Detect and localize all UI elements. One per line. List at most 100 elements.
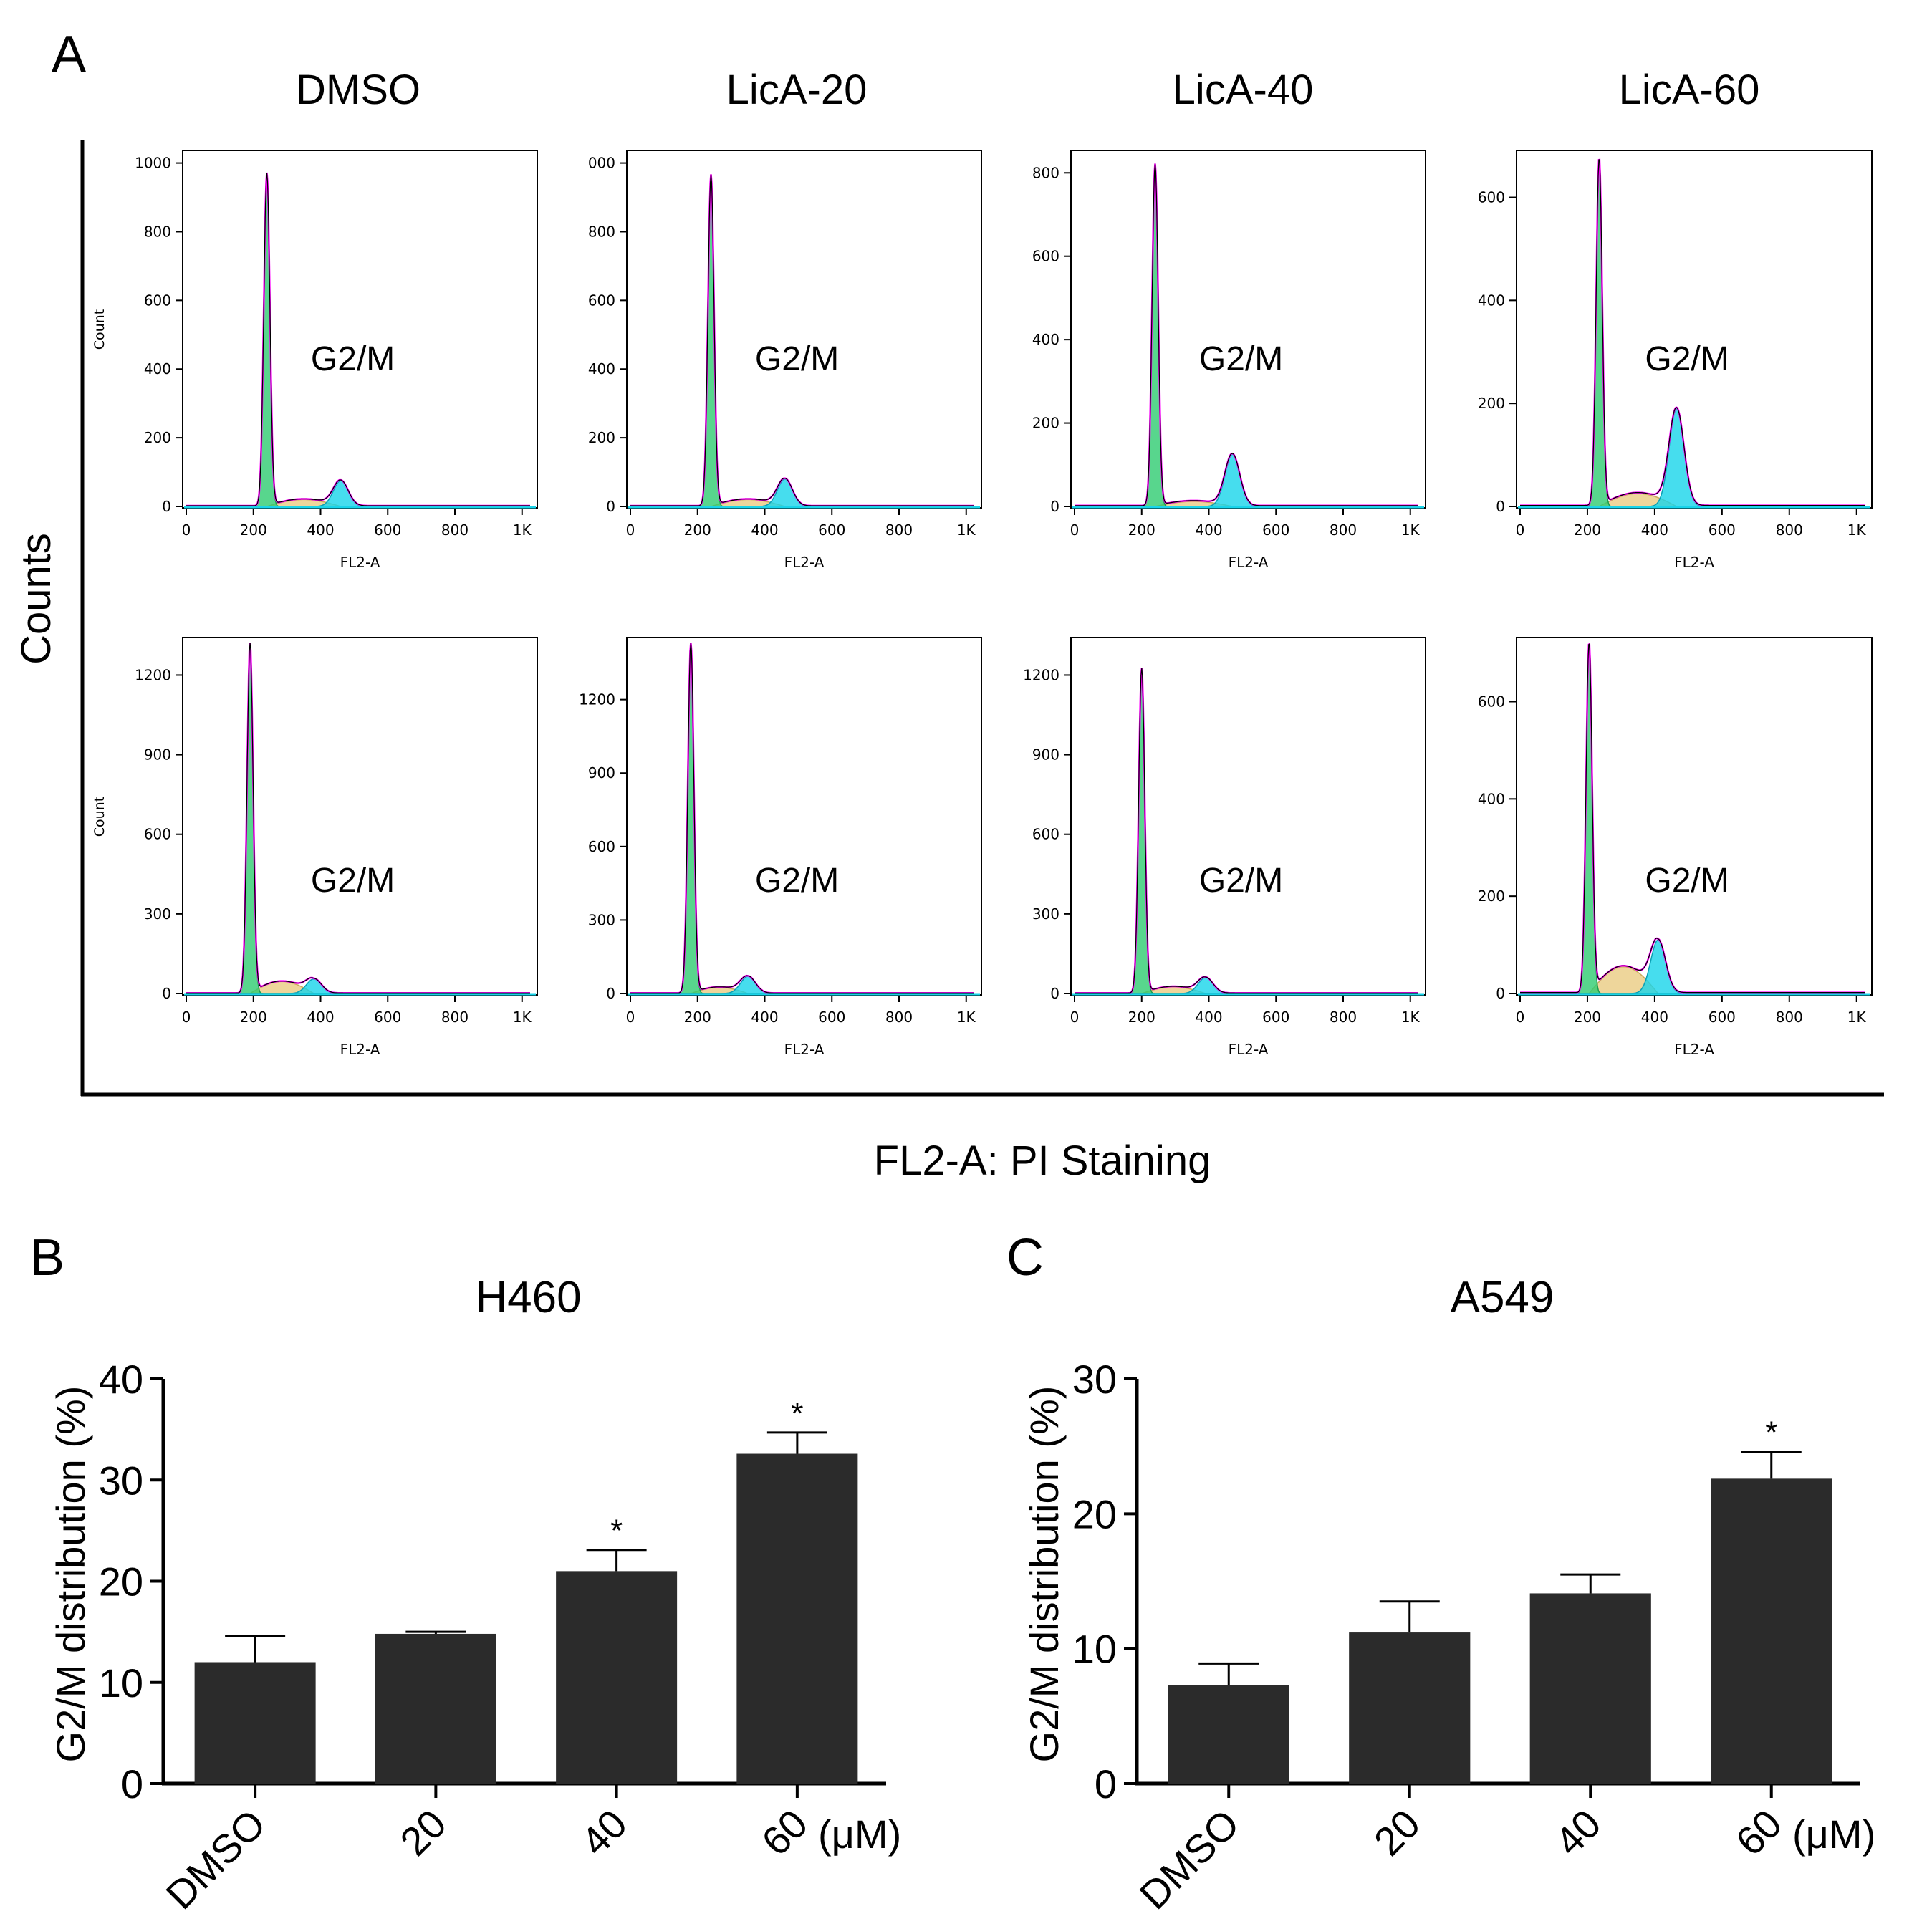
x-tick-label: 0	[626, 521, 635, 539]
x-tick-label: 1K	[957, 521, 976, 539]
bar-20	[1349, 1632, 1471, 1784]
x-tick-label: 400	[307, 521, 334, 539]
x-tick-label: 800	[1330, 521, 1357, 539]
panel-b-label: B	[30, 1229, 64, 1286]
histogram-x-label: FL2-A	[1674, 1041, 1714, 1058]
g2m-label: G2/M	[1199, 340, 1283, 378]
y-tick-label: 200	[1032, 415, 1059, 432]
x-tick-label: 200	[1574, 521, 1601, 539]
x-tick-label: 800	[1330, 1009, 1357, 1026]
y-tick-label: 0	[1496, 498, 1505, 515]
histogram-LicA20-bottom: 0 300 600 900 1200 0 200 400 600 800 1K FL2-A G2/M	[579, 637, 982, 1058]
g2m-label: G2/M	[755, 862, 839, 900]
y-tick-label: 600	[1032, 826, 1059, 843]
x-tick-label: 400	[307, 1009, 334, 1026]
panel-a-label: A	[52, 26, 86, 83]
x-tick-label: 600	[1262, 521, 1289, 539]
g2m-label: G2/M	[1645, 340, 1729, 378]
histogram-DMSO-top: 0 200 400 600 800 1000 0 200 400 600 800 1K FL2-A Cou…	[92, 150, 538, 571]
bar-20	[375, 1633, 496, 1784]
histogram-y-label: Count	[92, 309, 107, 350]
data-line	[1075, 668, 1418, 994]
y-tick-label: 0	[121, 1761, 143, 1807]
column-title-dmso: DMSO	[296, 67, 420, 113]
y-tick-label: 000	[588, 155, 615, 172]
y-tick-label: 10	[99, 1660, 143, 1706]
histogram-y-label: Count	[92, 797, 107, 837]
bar-40	[556, 1571, 678, 1784]
y-tick-label: 300	[588, 911, 615, 928]
y-tick-label: 600	[144, 292, 171, 309]
x-tick-label: 800	[441, 521, 468, 539]
x-tick-label: 1K	[1847, 1009, 1867, 1026]
y-tick-label: 900	[1032, 746, 1059, 764]
x-tick-label: 0	[1070, 521, 1080, 539]
histogram-DMSO-bottom: 0 300 600 900 1200 0 200 400 600 800 1K FL2-A Count G…	[92, 637, 538, 1058]
data-line	[186, 643, 530, 994]
y-tick-label: 0	[606, 985, 615, 1002]
data-line	[1075, 163, 1418, 506]
y-tick-label: 400	[588, 360, 615, 377]
y-tick-label: 30	[99, 1458, 143, 1503]
y-tick-label: 600	[1478, 189, 1505, 206]
y-tick-label: 1200	[579, 691, 615, 708]
x-tick-label: 400	[1641, 1009, 1668, 1026]
y-tick-label: 0	[162, 985, 171, 1002]
x-tick-label: 0	[1070, 1009, 1080, 1026]
y-tick-label: 900	[588, 764, 615, 781]
column-title-lica20: LicA-20	[726, 67, 868, 113]
y-tick-label: 20	[1072, 1491, 1117, 1536]
y-tick-label: 1200	[135, 666, 171, 683]
y-tick-label: 800	[1032, 164, 1059, 181]
y-tick-label: 600	[588, 838, 615, 855]
g2m-label: G2/M	[1199, 862, 1283, 900]
x-tick-label: 0	[182, 521, 191, 539]
data-line	[630, 174, 974, 506]
y-tick-label: 400	[144, 360, 171, 377]
y-tick-label: 600	[144, 826, 171, 843]
unit-label: (μM)	[818, 1812, 901, 1857]
y-tick-label: 0	[162, 498, 171, 515]
histogram-x-label: FL2-A	[1229, 1041, 1269, 1058]
x-tick-label: 600	[374, 521, 401, 539]
y-tick-label: 200	[144, 429, 171, 446]
bar-DMSO	[1168, 1685, 1289, 1784]
x-tick-label: 1K	[1401, 1009, 1421, 1026]
x-tick-label: 1K	[513, 1009, 532, 1026]
panel-a-y-label: Counts	[13, 533, 59, 665]
x-tick-label: 600	[374, 1009, 401, 1026]
significance-mark-40: *	[610, 1514, 623, 1549]
y-tick-label: 0	[1050, 985, 1059, 1002]
y-tick-label: 10	[1072, 1627, 1117, 1672]
histogram-x-label: FL2-A	[784, 1041, 825, 1058]
unit-label: (μM)	[1792, 1812, 1875, 1857]
x-tick-label: 1K	[1401, 521, 1421, 539]
y-tick-label: 400	[1478, 790, 1505, 807]
x-tick-label: 0	[626, 1009, 635, 1026]
x-tick-label: 200	[684, 521, 711, 539]
histogram-x-label: FL2-A	[1674, 554, 1714, 571]
y-tick-label: 300	[1032, 905, 1059, 923]
y-tick-label: 200	[1478, 395, 1505, 412]
y-tick-label: 200	[588, 429, 615, 446]
x-tick-label: 400	[1641, 521, 1668, 539]
significance-mark-60: *	[1765, 1415, 1777, 1451]
histogram-LicA60-top: 0 200 400 600 0 200 400 600 800 1K FL2-A G2/M	[1478, 150, 1873, 571]
x-tick-label: 200	[1128, 1009, 1155, 1026]
column-title-lica60: LicA-60	[1619, 67, 1760, 113]
y-tick-label: 300	[144, 905, 171, 923]
data-line	[630, 643, 974, 994]
bar-60	[1711, 1478, 1832, 1784]
bar-40	[1529, 1593, 1651, 1784]
panel-a-x-label: FL2-A: PI Staining	[874, 1137, 1211, 1184]
histogram-LicA40-top: 0 200 400 600 800 0 200 400 600 800 1K FL2-A G2/M	[1032, 150, 1426, 571]
x-tick-label: 1K	[957, 1009, 976, 1026]
x-tick-label: 600	[1262, 1009, 1289, 1026]
histogram-grid: 0 200 400 600 800 1000 0 200 400 600 800 1K FL2-A Cou…	[92, 150, 1873, 1058]
histogram-x-label: FL2-A	[784, 554, 825, 571]
x-tick-label: 600	[1708, 1009, 1736, 1026]
y-tick-label: 800	[588, 223, 615, 240]
significance-mark-60: *	[791, 1396, 803, 1431]
